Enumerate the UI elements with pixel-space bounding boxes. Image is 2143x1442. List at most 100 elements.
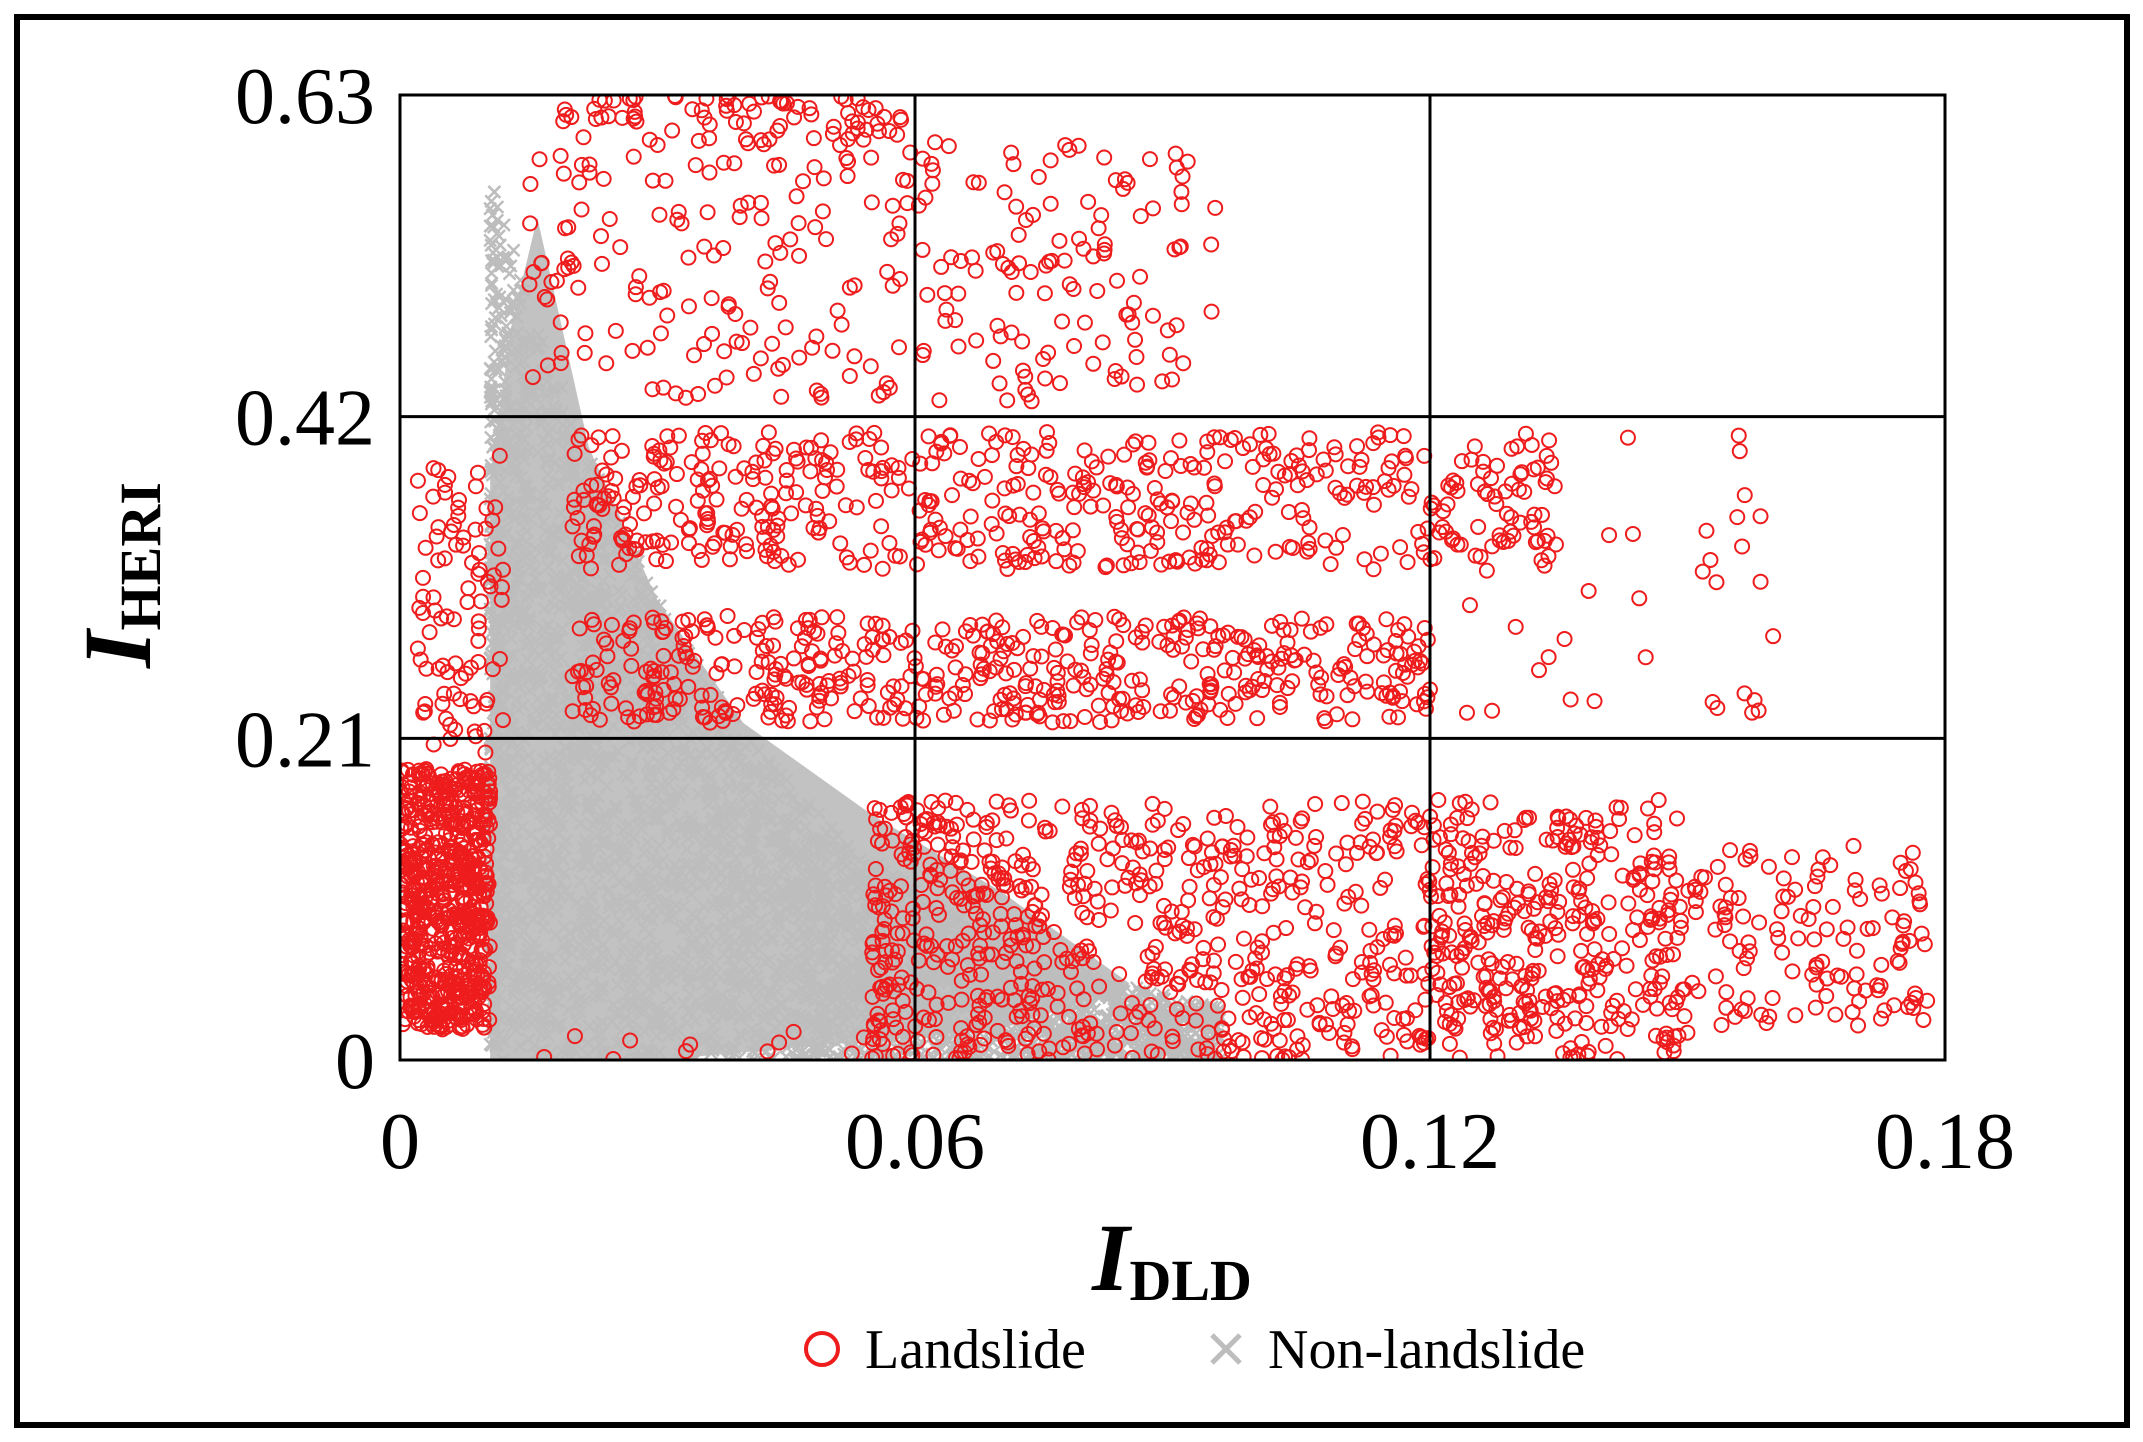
non-landslide-point [554,818,569,833]
non-landslide-point [623,570,638,584]
non-landslide-point [914,1001,929,1016]
non-landslide-point [493,474,507,489]
non-landslide-point [559,789,574,803]
landslide-point [929,836,946,853]
non-landslide-point [555,621,569,636]
non-landslide-point [681,977,696,992]
landslide-point [1210,936,1227,953]
landslide-point [1482,794,1499,811]
non-landslide-point [513,1038,528,1053]
landslide-point [1669,810,1686,827]
landslide-point [1079,863,1096,880]
non-landslide-point [551,474,566,489]
non-landslide-point [734,1029,749,1044]
non-landslide-point [514,871,529,886]
non-landslide-point [499,821,514,835]
non-landslide-point [789,988,804,1003]
non-landslide-point [495,353,509,367]
landslide-point [1020,812,1037,829]
non-landslide-point [642,1046,656,1060]
non-landslide-point [534,861,548,876]
non-landslide-point [501,498,515,513]
landslide-point [1361,921,1378,938]
non-landslide-point [738,935,752,950]
non-landslide-point [519,420,534,435]
non-landslide-point [725,1043,740,1058]
landslide-point [469,464,486,481]
non-landslide-point [717,844,731,859]
non-landslide-point [529,392,544,407]
landslide-point [1527,865,1544,882]
landslide-point [1319,876,1336,893]
landslide-point [447,655,464,672]
non-landslide-point [594,979,609,994]
non-landslide-point [634,588,648,603]
non-landslide-point [683,936,697,951]
non-landslide-point [657,722,671,737]
non-landslide-point [683,810,698,824]
non-landslide-point [844,1027,859,1042]
non-landslide-point [497,685,512,700]
non-landslide-point [550,904,565,919]
non-landslide-point [497,923,512,937]
landslide-point [1253,1050,1270,1060]
non-landslide-point [483,492,498,506]
non-landslide-point [640,912,655,927]
landslide-point [1251,986,1268,1003]
non-landslide-point [624,978,639,993]
non-landslide-point [712,854,727,868]
non-landslide-point [738,759,752,773]
landslide-point [1144,795,1161,812]
non-landslide-point [633,908,648,923]
non-landslide-point [514,398,529,413]
non-landslide-point [618,928,632,943]
non-landslide-point [650,1000,665,1015]
non-landslide-point [746,1004,761,1019]
non-landslide-point [722,938,736,953]
non-landslide-point [680,842,694,857]
non-landslide-point [553,506,568,521]
non-landslide-point [644,767,659,782]
landslide-point [1589,846,1606,863]
landslide-point [1328,845,1345,862]
non-landslide-point [676,899,691,914]
non-landslide-point [1100,1008,1115,1023]
non-landslide-point [629,801,644,815]
non-landslide-point [812,806,827,821]
non-landslide-point [572,753,587,768]
non-landslide-point [752,806,767,821]
landslide-point [1679,1024,1696,1041]
non-landslide-point [597,950,612,965]
non-landslide-point [847,958,862,973]
landslide-point [1099,851,1116,868]
non-landslide-point [606,998,621,1012]
non-landslide-point [628,996,643,1011]
non-landslide-point [588,877,603,892]
non-landslide-point [497,218,511,232]
non-landslide-point [584,887,598,902]
non-landslide-point [606,718,621,733]
non-landslide-point [483,233,498,248]
non-landslide-point [602,510,616,525]
non-landslide-point [646,849,661,863]
non-landslide-point [548,402,562,417]
landslide-point [998,830,1015,847]
chart-frame [14,14,2130,1428]
non-landslide-point [828,859,842,874]
non-landslide-point [793,874,807,889]
non-landslide-point [521,444,536,458]
non-landslide-point [658,900,673,914]
non-landslide-point [547,623,561,638]
non-landslide-point [697,839,712,854]
non-landslide-point [809,930,823,945]
non-landslide-point [634,815,648,829]
landslide-point [1235,930,1252,947]
non-landslide-point [697,875,712,890]
landslide-point [1278,920,1295,937]
non-landslide-point [771,907,786,921]
non-landslide-point [563,417,578,432]
non-landslide-point [791,1041,805,1056]
non-landslide-point [653,798,668,813]
landslide-point [417,539,434,556]
non-landslide-point [649,1029,664,1044]
